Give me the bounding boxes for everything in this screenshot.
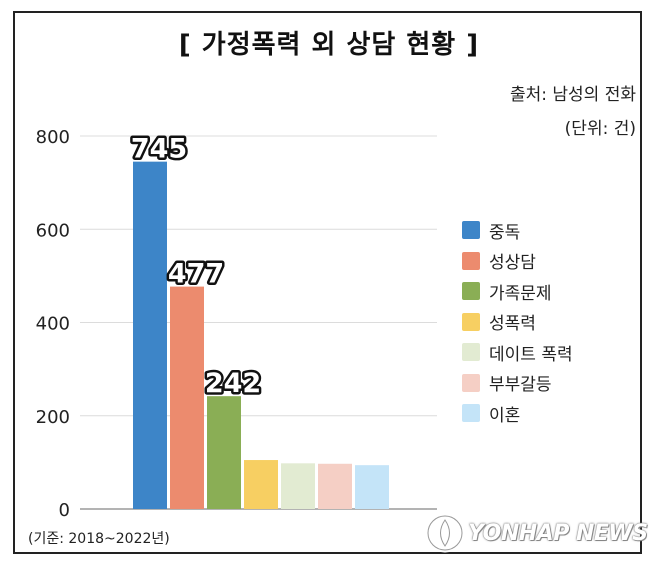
y-tick-label: 0 [59,500,70,521]
legend-label: 성상담 [489,253,536,274]
legend-swatch [462,312,480,331]
legend-swatch [462,282,480,301]
y-tick-label: 400 [36,314,70,335]
bar-2 [170,286,204,509]
legend-swatch [462,404,480,423]
legend-label: 성폭력 [489,314,536,335]
unit-note: (단위: 건) [564,119,636,139]
data-label: 477 [168,259,224,290]
data-label: 745 [131,134,187,165]
legend-item: 성상담 [462,246,573,277]
legend-swatch [462,373,480,392]
chart-frame [13,11,642,554]
legend-swatch [462,343,480,362]
legend-label: 가족문제 [489,283,552,304]
y-tick-label: 200 [36,407,70,428]
legend-item: 가족문제 [462,276,573,307]
bar-1 [133,161,167,510]
legend-label: 부부갈등 [489,375,552,396]
bar-4 [244,460,278,509]
yonhap-logo-icon [425,513,465,553]
basis-note: (기준: 2018~2022년) [28,531,170,547]
legend-item: 이혼 [462,398,573,429]
legend-item: 중독 [462,215,573,246]
legend-item: 부부갈등 [462,368,573,399]
source-note: 출처: 남성의 전화 [509,85,636,105]
data-label: 242 [205,368,261,399]
bar-7 [355,465,389,509]
legend-swatch [462,251,480,270]
yonhap-watermark: YONHAP NEWS [424,512,654,554]
y-tick-label: 600 [36,220,70,241]
bar-6 [318,463,352,509]
chart-title: [ 가정폭력 외 상담 현황 ] [178,30,480,60]
y-tick-label: 800 [36,127,70,148]
legend-item: 데이트 폭력 [462,337,573,368]
legend-swatch [462,221,480,240]
watermark-text: YONHAP NEWS [468,521,648,546]
legend-label: 이혼 [489,405,521,426]
legend-item: 성폭력 [462,307,573,338]
legend-label: 중독 [489,222,521,243]
bar-5 [281,463,315,509]
legend-label: 데이트 폭력 [489,344,573,365]
bar-3 [207,396,241,509]
